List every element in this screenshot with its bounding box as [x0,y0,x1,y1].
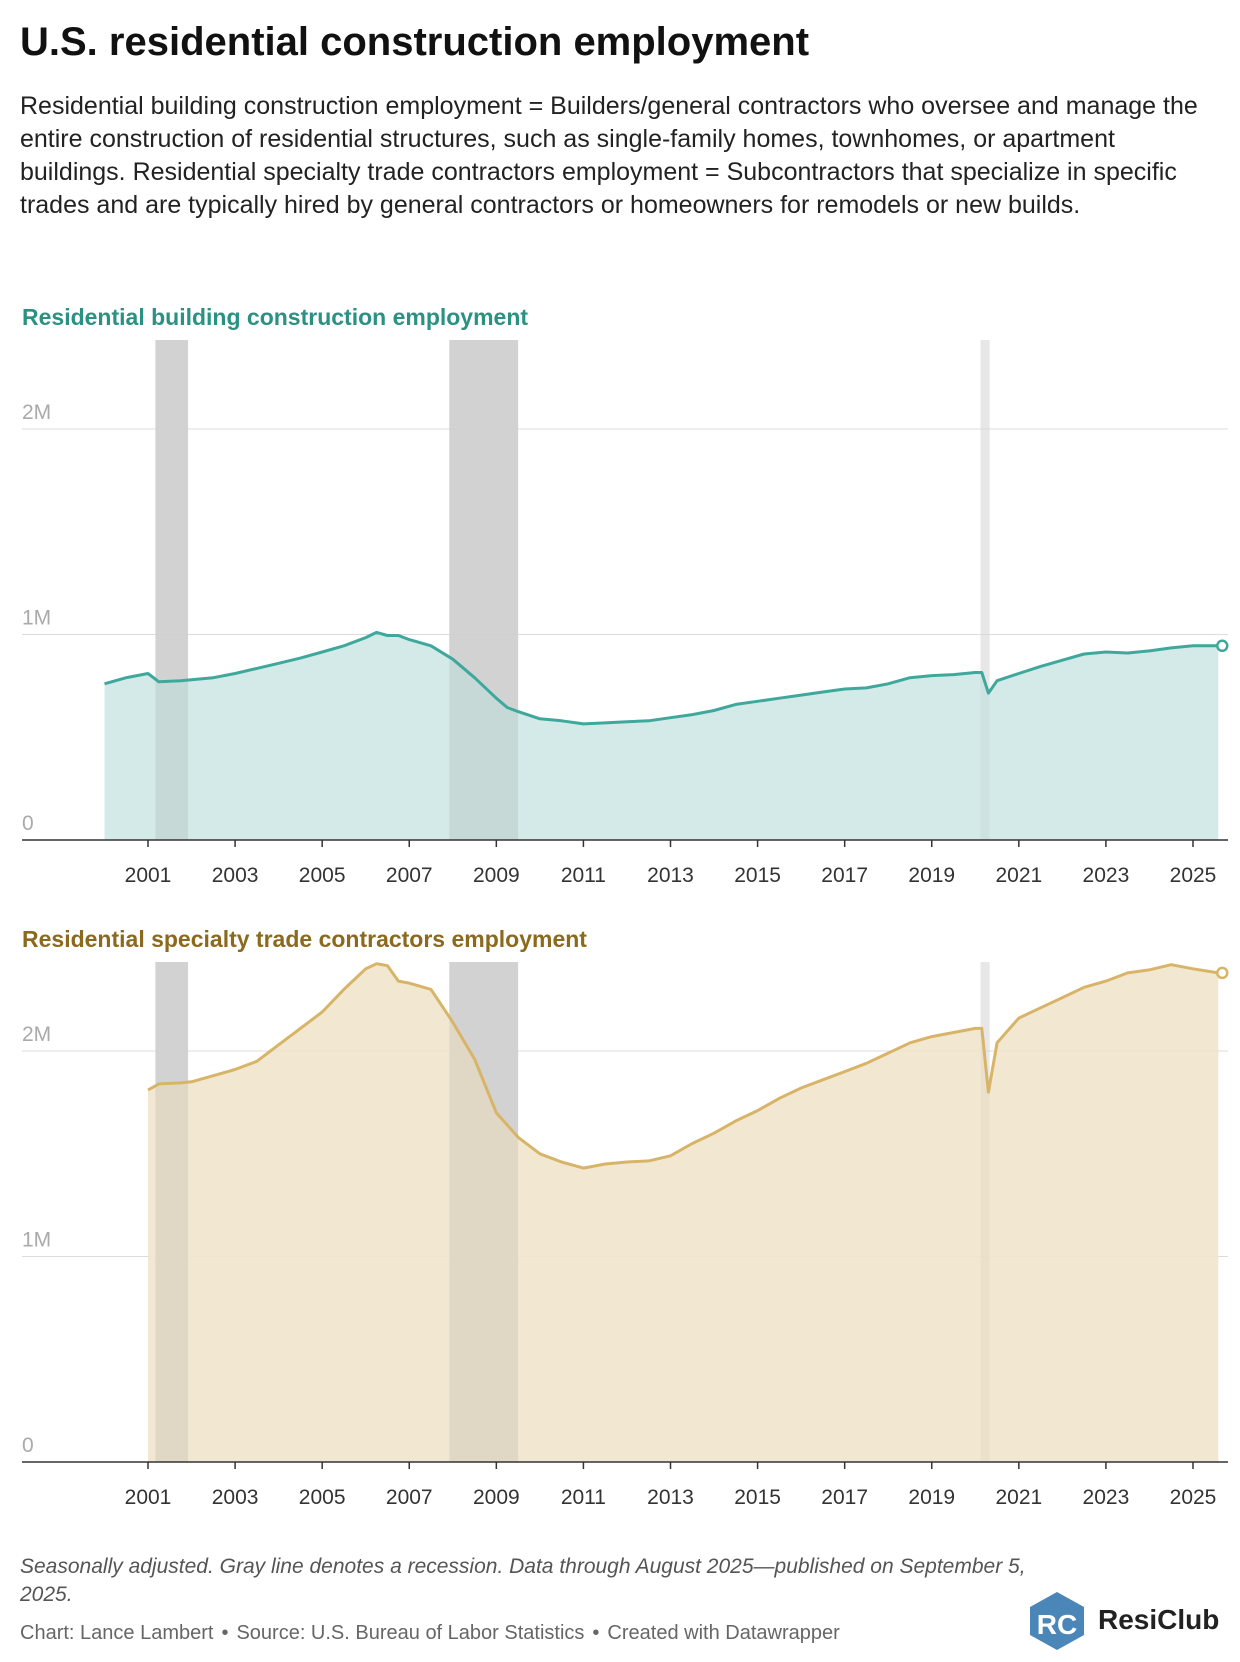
x-tick-label: 2023 [1083,864,1130,887]
footnote: Seasonally adjusted. Gray line denotes a… [20,1555,1026,1606]
panel-title-specialty: Residential specialty trade contractors … [22,926,587,952]
x-tick-label: 2013 [647,1486,694,1509]
chart-description: Residential building construction employ… [20,92,1198,219]
x-tick-label: 2019 [908,1486,955,1509]
x-tick-label: 2023 [1083,1486,1130,1509]
x-tick-label: 2019 [908,864,955,887]
x-tick-label: 2013 [647,864,694,887]
credits: Chart: Lance Lambert • Source: U.S. Bureau… [20,1620,840,1646]
building-employment-chart: 0 1M 2M 2001 2003 2005 2007 2009 2011 2013 2015 201… [22,340,1229,887]
recession-overlay [980,962,990,1462]
y-tick-label: 0 [22,1434,34,1457]
y-tick-label: 1M [22,1229,51,1252]
credit-separator: • [592,1622,600,1644]
x-tick-label: 2007 [386,864,433,887]
x-tick-label: 2017 [821,864,868,887]
x-tick-label: 2025 [1170,1486,1217,1509]
recession-overlay [155,340,189,840]
x-tick-label: 2015 [734,864,781,887]
panel-title-building: Residential building construction employ… [22,304,529,330]
x-tick-label: 2011 [561,864,606,887]
chart-title: U.S. residential construction employment [20,20,810,64]
y-tick-label: 2M [22,1023,51,1046]
x-tick-label: 2021 [995,864,1042,887]
y-tick-label: 1M [22,607,51,630]
series-area [148,963,1219,1462]
last-point-marker [1216,966,1229,980]
resiclub-logo: RC ResiClub [1028,1590,1228,1652]
last-point-marker [1216,639,1229,653]
x-tick-label: 2003 [212,864,259,887]
series-area [104,632,1219,840]
x-tick-label: 2015 [734,1486,781,1509]
recession-overlay [449,962,519,1462]
recession-band [980,340,990,840]
recession-overlay [980,340,990,840]
x-tick-label: 2021 [995,1486,1042,1509]
series-line [104,630,1219,726]
credit-separator: • [221,1622,229,1644]
logo-text: ResiClub [1098,1604,1220,1635]
x-tick-label: 2005 [299,864,346,887]
x-tick-label: 2025 [1170,864,1217,887]
credit-chart-author: Chart: Lance Lambert [20,1622,214,1644]
x-tick-label: 2017 [821,1486,868,1509]
series-line [147,962,1219,1170]
specialty-employment-chart: 0 1M 2M 2001 2003 2005 2007 2009 2011 2013 2015 201… [22,962,1229,1509]
x-tick-label: 2009 [473,1486,520,1509]
recession-overlay [449,340,519,840]
resiclub-logo-icon: RC [1030,1592,1084,1650]
logo-mark-letters: RC [1037,1609,1077,1640]
x-tick-label: 2001 [125,864,172,887]
x-tick-label: 2007 [386,1486,433,1509]
credit-created-with: Created with Datawrapper [607,1622,840,1644]
x-tick-label: 2009 [473,864,520,887]
x-tick-label: 2003 [212,1486,259,1509]
x-tick-label: 2011 [561,1486,606,1509]
x-tick-label: 2001 [125,1486,172,1509]
y-tick-label: 0 [22,812,34,835]
recession-overlay [155,962,189,1462]
y-tick-label: 2M [22,401,51,424]
x-tick-label: 2005 [299,1486,346,1509]
credit-source: Source: U.S. Bureau of Labor Statistics [236,1622,585,1644]
